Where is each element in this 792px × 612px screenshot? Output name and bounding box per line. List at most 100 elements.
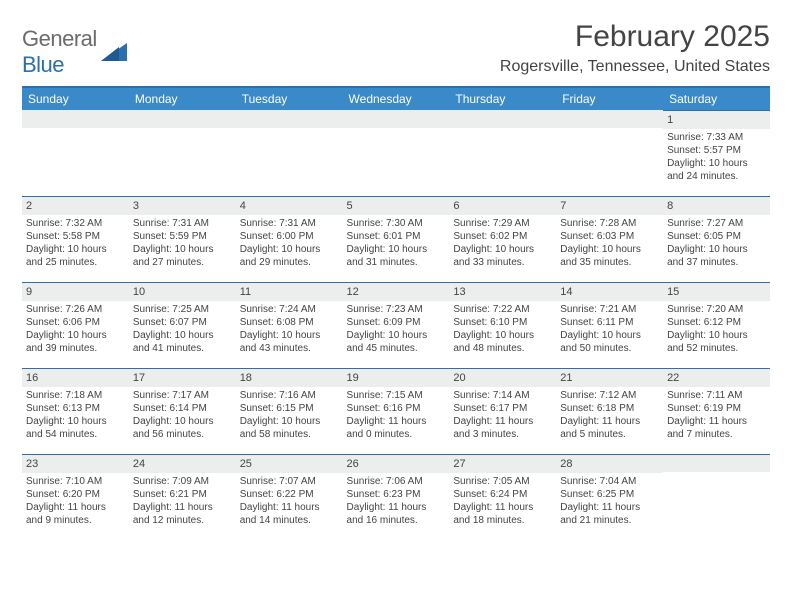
sunset-text: Sunset: 6:06 PM	[26, 316, 125, 329]
sunrise-text: Sunrise: 7:33 AM	[667, 131, 766, 144]
sunset-text: Sunset: 6:11 PM	[560, 316, 659, 329]
sunset-text: Sunset: 6:20 PM	[26, 488, 125, 501]
day-number: 9	[22, 282, 129, 301]
sunrise-text: Sunrise: 7:29 AM	[453, 217, 552, 230]
calendar-cell: 12Sunrise: 7:23 AMSunset: 6:09 PMDayligh…	[343, 282, 450, 368]
day-number: 8	[663, 196, 770, 215]
sunrise-text: Sunrise: 7:21 AM	[560, 303, 659, 316]
sunrise-text: Sunrise: 7:26 AM	[26, 303, 125, 316]
calendar-cell: 16Sunrise: 7:18 AMSunset: 6:13 PMDayligh…	[22, 368, 129, 454]
brand-logo: General Blue	[22, 26, 127, 78]
sunset-text: Sunset: 6:03 PM	[560, 230, 659, 243]
daylight-text: Daylight: 10 hours and 35 minutes.	[560, 243, 659, 269]
day-number: 7	[556, 196, 663, 215]
sunset-text: Sunset: 6:18 PM	[560, 402, 659, 415]
day-body	[556, 128, 663, 134]
day-number: 22	[663, 368, 770, 387]
day-body: Sunrise: 7:25 AMSunset: 6:07 PMDaylight:…	[129, 301, 236, 359]
sunrise-text: Sunrise: 7:31 AM	[133, 217, 232, 230]
dayheader-thu: Thursday	[449, 87, 556, 110]
header: General Blue February 2025 Rogersville, …	[22, 20, 770, 78]
calendar-cell	[22, 110, 129, 196]
daylight-text: Daylight: 11 hours and 5 minutes.	[560, 415, 659, 441]
title-block: February 2025 Rogersville, Tennessee, Un…	[500, 20, 770, 76]
calendar-cell: 9 Sunrise: 7:26 AMSunset: 6:06 PMDaylight…	[22, 282, 129, 368]
sunrise-text: Sunrise: 7:24 AM	[240, 303, 339, 316]
sunset-text: Sunset: 6:05 PM	[667, 230, 766, 243]
daylight-text: Daylight: 10 hours and 50 minutes.	[560, 329, 659, 355]
sunrise-text: Sunrise: 7:25 AM	[133, 303, 232, 316]
day-body: Sunrise: 7:07 AMSunset: 6:22 PMDaylight:…	[236, 473, 343, 531]
day-number	[449, 110, 556, 128]
day-body: Sunrise: 7:24 AMSunset: 6:08 PMDaylight:…	[236, 301, 343, 359]
day-number: 16	[22, 368, 129, 387]
daylight-text: Daylight: 10 hours and 27 minutes.	[133, 243, 232, 269]
daylight-text: Daylight: 10 hours and 31 minutes.	[347, 243, 446, 269]
sunset-text: Sunset: 6:15 PM	[240, 402, 339, 415]
daylight-text: Daylight: 11 hours and 0 minutes.	[347, 415, 446, 441]
sunrise-text: Sunrise: 7:32 AM	[26, 217, 125, 230]
dayheader-mon: Monday	[129, 87, 236, 110]
day-number: 27	[449, 454, 556, 473]
day-number: 25	[236, 454, 343, 473]
day-body	[129, 128, 236, 134]
day-body: Sunrise: 7:31 AMSunset: 5:59 PMDaylight:…	[129, 215, 236, 273]
day-body: Sunrise: 7:15 AMSunset: 6:16 PMDaylight:…	[343, 387, 450, 445]
sunset-text: Sunset: 6:02 PM	[453, 230, 552, 243]
day-number: 10	[129, 282, 236, 301]
daylight-text: Daylight: 10 hours and 39 minutes.	[26, 329, 125, 355]
calendar-cell: 28Sunrise: 7:04 AMSunset: 6:25 PMDayligh…	[556, 454, 663, 540]
calendar-row: 2Sunrise: 7:32 AMSunset: 5:58 PMDaylight…	[22, 196, 770, 282]
sunrise-text: Sunrise: 7:16 AM	[240, 389, 339, 402]
daylight-text: Daylight: 10 hours and 41 minutes.	[133, 329, 232, 355]
calendar-cell: 1Sunrise: 7:33 AMSunset: 5:57 PMDaylight…	[663, 110, 770, 196]
day-number: 24	[129, 454, 236, 473]
dayheader-sun: Sunday	[22, 87, 129, 110]
day-number: 18	[236, 368, 343, 387]
day-number: 4	[236, 196, 343, 215]
day-body: Sunrise: 7:12 AMSunset: 6:18 PMDaylight:…	[556, 387, 663, 445]
daylight-text: Daylight: 11 hours and 9 minutes.	[26, 501, 125, 527]
day-body	[449, 128, 556, 134]
day-body: Sunrise: 7:22 AMSunset: 6:10 PMDaylight:…	[449, 301, 556, 359]
sunrise-text: Sunrise: 7:15 AM	[347, 389, 446, 402]
sunrise-text: Sunrise: 7:12 AM	[560, 389, 659, 402]
daylight-text: Daylight: 10 hours and 58 minutes.	[240, 415, 339, 441]
day-body	[22, 128, 129, 134]
calendar-cell: 20Sunrise: 7:14 AMSunset: 6:17 PMDayligh…	[449, 368, 556, 454]
daylight-text: Daylight: 11 hours and 14 minutes.	[240, 501, 339, 527]
sunset-text: Sunset: 6:19 PM	[667, 402, 766, 415]
day-number	[22, 110, 129, 128]
sunrise-text: Sunrise: 7:28 AM	[560, 217, 659, 230]
daylight-text: Daylight: 11 hours and 21 minutes.	[560, 501, 659, 527]
day-body	[343, 128, 450, 134]
sunset-text: Sunset: 6:07 PM	[133, 316, 232, 329]
sunset-text: Sunset: 6:08 PM	[240, 316, 339, 329]
calendar-row: 16Sunrise: 7:18 AMSunset: 6:13 PMDayligh…	[22, 368, 770, 454]
sunrise-text: Sunrise: 7:30 AM	[347, 217, 446, 230]
calendar-cell: 17Sunrise: 7:17 AMSunset: 6:14 PMDayligh…	[129, 368, 236, 454]
calendar-cell: 22Sunrise: 7:11 AMSunset: 6:19 PMDayligh…	[663, 368, 770, 454]
calendar-table: Sunday Monday Tuesday Wednesday Thursday…	[22, 86, 770, 540]
daylight-text: Daylight: 11 hours and 3 minutes.	[453, 415, 552, 441]
calendar-cell: 3Sunrise: 7:31 AMSunset: 5:59 PMDaylight…	[129, 196, 236, 282]
brand-part1: General	[22, 26, 97, 51]
daylight-text: Daylight: 10 hours and 43 minutes.	[240, 329, 339, 355]
day-body: Sunrise: 7:06 AMSunset: 6:23 PMDaylight:…	[343, 473, 450, 531]
calendar-row: 1Sunrise: 7:33 AMSunset: 5:57 PMDaylight…	[22, 110, 770, 196]
sunset-text: Sunset: 6:14 PM	[133, 402, 232, 415]
daylight-text: Daylight: 10 hours and 45 minutes.	[347, 329, 446, 355]
day-number: 23	[22, 454, 129, 473]
calendar-cell: 11Sunrise: 7:24 AMSunset: 6:08 PMDayligh…	[236, 282, 343, 368]
calendar-cell: 21Sunrise: 7:12 AMSunset: 6:18 PMDayligh…	[556, 368, 663, 454]
day-number	[343, 110, 450, 128]
sunrise-text: Sunrise: 7:11 AM	[667, 389, 766, 402]
calendar-cell: 6Sunrise: 7:29 AMSunset: 6:02 PMDaylight…	[449, 196, 556, 282]
daylight-text: Daylight: 10 hours and 29 minutes.	[240, 243, 339, 269]
daylight-text: Daylight: 10 hours and 56 minutes.	[133, 415, 232, 441]
day-number: 20	[449, 368, 556, 387]
calendar-cell: 8Sunrise: 7:27 AMSunset: 6:05 PMDaylight…	[663, 196, 770, 282]
day-number	[556, 110, 663, 128]
day-body: Sunrise: 7:21 AMSunset: 6:11 PMDaylight:…	[556, 301, 663, 359]
daylight-text: Daylight: 10 hours and 33 minutes.	[453, 243, 552, 269]
